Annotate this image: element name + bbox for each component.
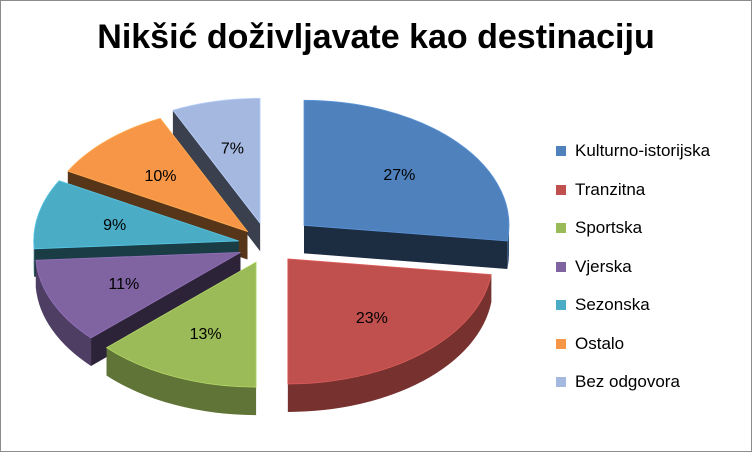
slice-top <box>67 117 249 233</box>
slice-side <box>304 225 508 269</box>
slice-wall <box>287 274 492 412</box>
legend-swatch <box>556 184 566 195</box>
legend-item: Tranzitna <box>556 171 710 210</box>
legend-swatch <box>556 338 566 349</box>
legend-item: Kulturno-istorijska <box>556 132 710 171</box>
legend-item: Sezonska <box>556 286 710 325</box>
legend-swatch <box>556 223 566 234</box>
slice-wall <box>106 347 257 416</box>
legend-item: Sportska <box>556 209 710 248</box>
legend-label: Tranzitna <box>575 179 646 199</box>
slice-side <box>172 110 261 252</box>
legend-item: Ostalo <box>556 325 710 364</box>
legend-label: Ostalo <box>575 333 625 353</box>
legend-label: Bez odgovora <box>575 372 680 392</box>
data-label: 13% <box>190 326 222 343</box>
data-label: 10% <box>144 168 176 185</box>
legend-swatch <box>556 377 566 388</box>
chart-title: Nikšić doživljavate kao destinaciju <box>97 18 655 56</box>
pie-slice-kulturno-istorijska <box>303 99 510 269</box>
slice-wall <box>35 260 92 366</box>
slice-top <box>33 180 239 250</box>
pie-slice-sportska <box>105 261 257 416</box>
data-label: 7% <box>221 141 244 158</box>
legend-label: Sezonska <box>575 295 650 315</box>
legend-swatch <box>556 261 566 272</box>
legend-swatch <box>556 146 566 157</box>
legend-label: Sportska <box>575 218 643 238</box>
slice-top <box>287 258 492 385</box>
legend-label: Vjerska <box>575 256 632 276</box>
slice-top <box>105 261 257 388</box>
legend-item: Vjerska <box>556 248 710 287</box>
pie-slice-tranzitna <box>287 258 492 412</box>
slice-top <box>172 97 261 225</box>
legend-item: Bez odgovora <box>556 363 710 402</box>
legend-swatch <box>556 300 566 311</box>
slice-top <box>35 251 241 339</box>
data-label: 11% <box>108 276 139 293</box>
legend: Kulturno-istorijska Tranzitna Sportska Vjer… <box>556 132 710 402</box>
slice-top <box>303 99 510 242</box>
data-label: 27% <box>383 167 415 184</box>
data-label: 23% <box>356 310 388 327</box>
legend-label: Kulturno-istorijska <box>575 141 711 161</box>
data-label: 9% <box>103 217 126 234</box>
pie-slice-bez-odgovora <box>172 97 261 252</box>
